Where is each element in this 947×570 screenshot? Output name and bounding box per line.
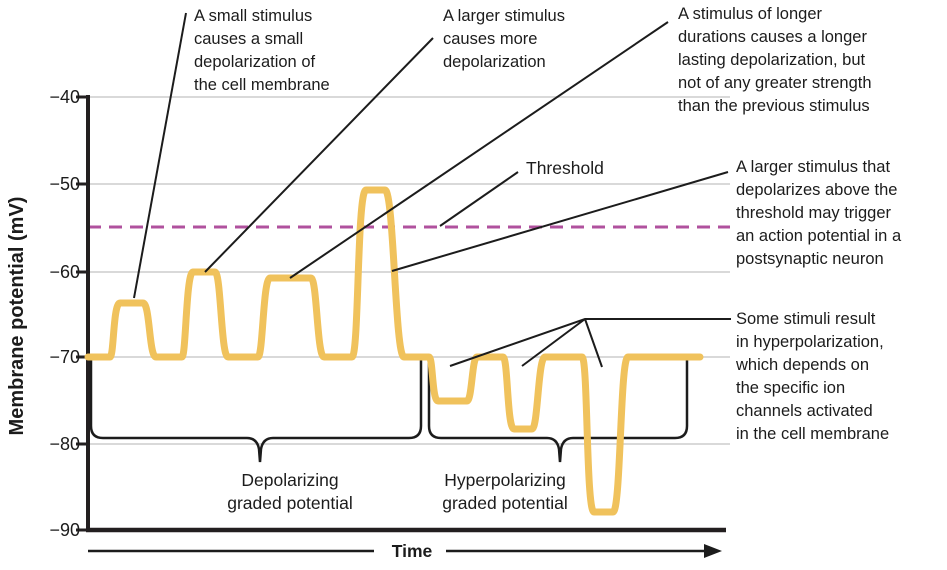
gridlines xyxy=(88,96,730,445)
pointer-longer-duration xyxy=(289,21,669,279)
arrowhead xyxy=(704,544,722,558)
annotation-pointer-lines xyxy=(133,12,731,368)
y-tick-40: −40 xyxy=(49,87,80,107)
annotation-larger-stimulus: A larger stimulus causes more depolariza… xyxy=(443,7,565,71)
membrane-potential-trace xyxy=(84,186,704,516)
threshold-label: Threshold xyxy=(526,158,604,178)
y-axis-title: Membrane potential (mV) xyxy=(6,196,28,436)
annotation-longer-duration: A stimulus of longer durations causes a … xyxy=(678,5,872,115)
y-tick-80: −80 xyxy=(49,434,80,454)
pointer-hyperpolarization xyxy=(449,318,731,368)
section-braces xyxy=(89,358,689,463)
hyperpolarizing-brace xyxy=(427,358,689,463)
pointer-small-stimulus xyxy=(133,12,187,299)
depolarizing-section-label: Depolarizing graded potential xyxy=(227,470,353,513)
annotation-hyperpolarization: Some stimuli result in hyperpolarization… xyxy=(736,310,890,443)
annotation-above-threshold: A larger stimulus that depolarizes above… xyxy=(736,158,902,268)
time-axis-arrow xyxy=(88,544,722,558)
hyperpolarizing-section-label: Hyperpolarizing graded potential xyxy=(442,470,568,513)
y-tick-90: −90 xyxy=(49,520,80,540)
y-axis-ticks xyxy=(76,95,86,532)
y-tick-70: −70 xyxy=(49,347,80,367)
x-axis-title: Time xyxy=(391,541,433,561)
annotation-small-stimulus: A small stimulus causes a small depolari… xyxy=(194,7,330,94)
y-tick-60: −60 xyxy=(49,262,80,282)
pointer-larger-stimulus xyxy=(204,37,434,273)
pointer-above-threshold xyxy=(391,171,729,272)
y-tick-50: −50 xyxy=(49,174,80,194)
axes xyxy=(76,95,726,533)
depolarizing-brace xyxy=(89,358,423,463)
pointer-threshold xyxy=(439,171,519,227)
